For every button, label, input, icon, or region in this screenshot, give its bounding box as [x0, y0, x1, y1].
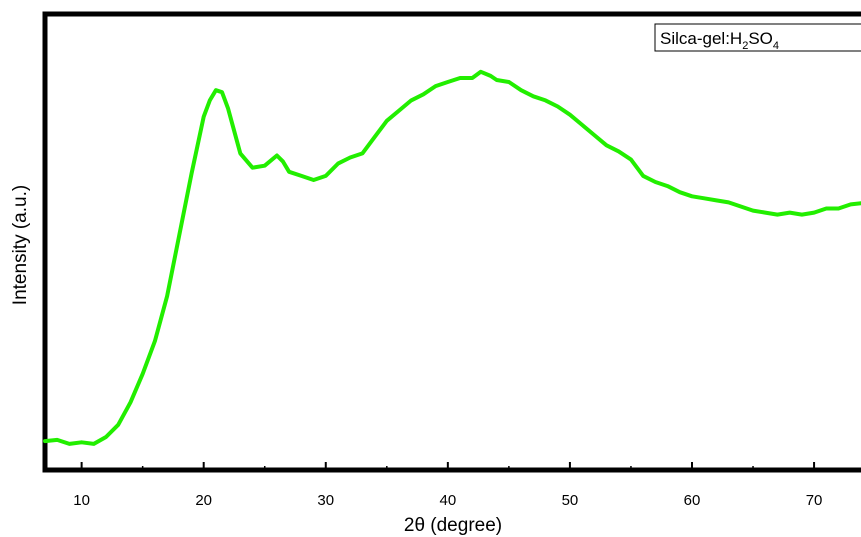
legend-mid: SO: [748, 29, 773, 48]
y-axis-title: Intensity (a.u.): [10, 185, 31, 305]
legend-prefix: Silca-gel:H: [660, 29, 742, 48]
legend: Silca-gel:H2SO4: [654, 23, 861, 52]
x-axis-tick-labels: 10 20 30 40 50 60 70: [73, 492, 822, 509]
legend-sub2: 4: [773, 40, 779, 52]
x-tick-label-50: 50: [562, 492, 579, 509]
plot-frame: [42, 11, 861, 473]
legend-label: Silca-gel:H2SO4: [660, 29, 779, 52]
x-tick-label-30: 30: [317, 492, 334, 509]
x-tick-label-10: 10: [73, 492, 90, 509]
x-tick-label-70: 70: [806, 492, 823, 509]
x-tick-label-40: 40: [440, 492, 457, 509]
x-axis-ticks: [80, 462, 816, 470]
x-axis-title: 2θ (degree): [404, 515, 502, 536]
legend-box: [654, 23, 861, 52]
legend-sub1: 2: [742, 40, 748, 52]
series-line-silca-gel: [43, 69, 861, 446]
x-tick-label-20: 20: [195, 492, 212, 509]
x-tick-label-60: 60: [684, 492, 701, 509]
